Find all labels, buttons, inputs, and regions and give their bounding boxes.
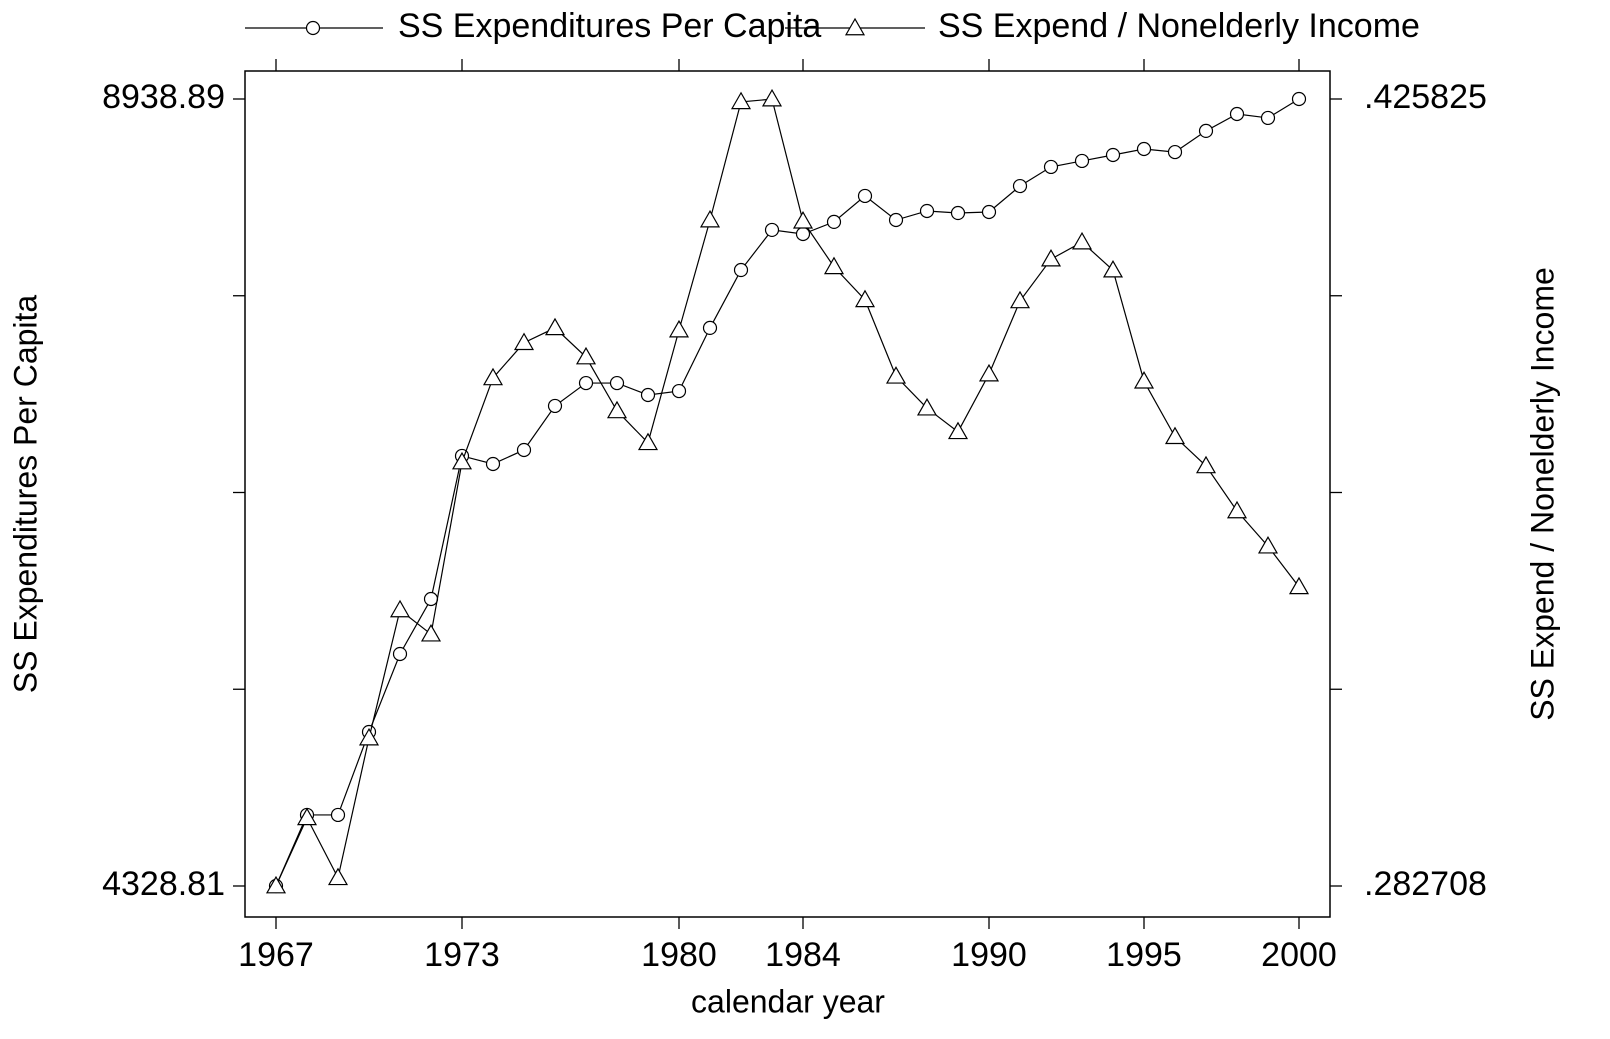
y-tick-label: 4328.81 (102, 865, 225, 903)
data-point (420, 623, 442, 642)
x-tick-label: 1980 (641, 936, 717, 974)
data-point (916, 397, 938, 416)
data-point (609, 375, 625, 391)
y-axis-label: SS Expenditures Per Capita (7, 295, 43, 694)
y2-axis-label: SS Expend / Nonelderly Income (1524, 267, 1560, 721)
y2-tick-label: .425825 (1364, 78, 1487, 116)
data-point (733, 262, 749, 278)
data-point (1105, 147, 1121, 163)
x-tick-label: 1984 (765, 936, 841, 974)
data-point (1195, 455, 1217, 474)
data-point (699, 209, 721, 228)
data-point (640, 387, 656, 403)
data-point (1229, 106, 1245, 122)
data-point (764, 222, 780, 238)
data-point (978, 363, 1000, 382)
data-point (885, 366, 907, 384)
data-point (516, 442, 532, 458)
data-point (389, 599, 411, 618)
x-axis-label: calendar year (691, 983, 885, 1019)
data-point (702, 320, 718, 336)
data-point (1009, 290, 1031, 309)
data-point (1291, 91, 1307, 107)
data-point (482, 367, 504, 386)
y2-tick-label: .282708 (1364, 865, 1487, 903)
legend-label: SS Expend / Nonelderly Income (938, 7, 1420, 45)
data-point (671, 383, 687, 399)
data-point (1012, 178, 1028, 194)
x-tick-label: 1967 (238, 936, 314, 974)
data-point (1074, 153, 1090, 169)
data-point (544, 317, 566, 336)
data-point (668, 319, 690, 338)
data-point (330, 807, 346, 823)
data-point (392, 646, 408, 662)
series-line (275, 98, 1300, 887)
data-point (730, 91, 752, 110)
data-point (950, 205, 966, 221)
data-point (1226, 500, 1248, 519)
x-tick-label: 1995 (1106, 936, 1182, 974)
data-point (578, 375, 594, 391)
data-point (423, 591, 439, 607)
legend-marker (305, 20, 321, 36)
data-point (1136, 141, 1152, 157)
data-point (265, 875, 287, 894)
data-point (1040, 248, 1062, 267)
data-point (919, 203, 935, 219)
data-point (1167, 144, 1183, 160)
x-tick-label: 1973 (424, 936, 500, 974)
data-point (296, 807, 318, 826)
y-tick-label: 8938.89 (102, 78, 225, 116)
data-point (795, 226, 811, 242)
data-point (327, 867, 349, 886)
data-point (606, 400, 628, 419)
data-point (888, 212, 904, 228)
data-point (513, 332, 535, 351)
data-point (857, 188, 873, 204)
series-line (275, 98, 1300, 887)
data-point (1133, 371, 1155, 389)
plot-frame (244, 70, 1331, 918)
data-point (575, 346, 597, 365)
data-point (1043, 159, 1059, 175)
x-tick-label: 1990 (951, 936, 1027, 974)
data-point (1257, 535, 1279, 554)
data-point (1071, 231, 1093, 250)
data-point (1260, 110, 1276, 126)
data-point (761, 88, 783, 107)
data-point (358, 727, 380, 746)
data-point (1164, 426, 1186, 445)
data-point (792, 211, 814, 229)
data-point (981, 204, 997, 220)
data-point (485, 456, 501, 472)
data-point (1198, 123, 1214, 139)
data-point (451, 451, 473, 470)
data-point (826, 214, 842, 229)
legend-label: SS Expenditures Per Capita (398, 7, 821, 45)
data-point (1288, 576, 1310, 595)
x-tick-label: 2000 (1261, 936, 1337, 974)
data-point (1102, 259, 1124, 278)
data-point (854, 289, 876, 308)
data-point (547, 398, 563, 414)
data-point (947, 421, 969, 440)
data-point (823, 256, 845, 275)
legend-marker (844, 17, 866, 36)
data-point (637, 432, 659, 451)
